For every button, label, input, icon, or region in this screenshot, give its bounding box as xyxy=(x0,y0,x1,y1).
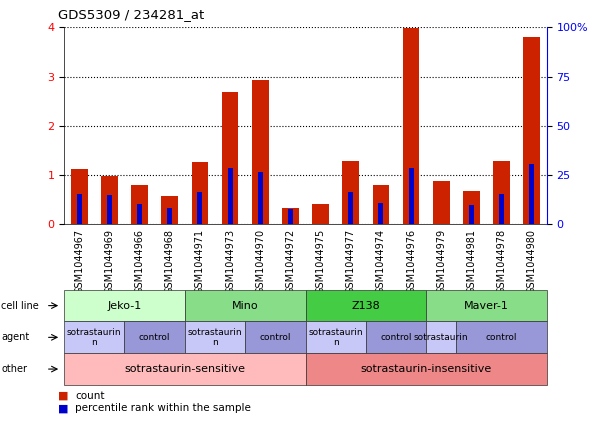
Text: sotrastaurin-sensitive: sotrastaurin-sensitive xyxy=(124,364,246,374)
Bar xyxy=(463,191,480,224)
Text: ■: ■ xyxy=(58,403,68,413)
Bar xyxy=(101,176,118,224)
Bar xyxy=(282,209,299,224)
Bar xyxy=(499,194,504,224)
Bar xyxy=(529,164,534,224)
Text: sotrastaurin-insensitive: sotrastaurin-insensitive xyxy=(360,364,492,374)
Bar xyxy=(348,192,353,224)
Text: Maver-1: Maver-1 xyxy=(464,301,509,310)
Text: other: other xyxy=(1,364,27,374)
Text: Z138: Z138 xyxy=(351,301,380,310)
Bar xyxy=(161,196,178,224)
Bar xyxy=(252,80,269,224)
Text: agent: agent xyxy=(1,332,29,342)
Bar xyxy=(469,205,474,224)
Bar xyxy=(312,203,329,224)
Bar xyxy=(167,209,172,224)
Text: sotrastaurin
n: sotrastaurin n xyxy=(309,328,363,347)
Bar xyxy=(342,161,359,224)
Text: GDS5309 / 234281_at: GDS5309 / 234281_at xyxy=(58,8,204,21)
Bar xyxy=(137,203,142,224)
Text: ■: ■ xyxy=(58,390,68,401)
Bar xyxy=(403,28,419,224)
Bar xyxy=(131,185,148,224)
Bar xyxy=(409,168,414,224)
Text: sotrastaurin: sotrastaurin xyxy=(414,333,469,342)
Text: count: count xyxy=(75,390,104,401)
Text: Mino: Mino xyxy=(232,301,258,310)
Bar xyxy=(222,92,238,224)
Bar xyxy=(373,185,389,224)
Text: Jeko-1: Jeko-1 xyxy=(108,301,142,310)
Bar xyxy=(107,195,112,224)
Text: cell line: cell line xyxy=(1,301,39,310)
Text: control: control xyxy=(139,333,170,342)
Bar xyxy=(227,168,233,224)
Text: percentile rank within the sample: percentile rank within the sample xyxy=(75,403,251,413)
Bar xyxy=(197,192,202,224)
Bar xyxy=(378,203,384,224)
Bar xyxy=(77,194,82,224)
Bar xyxy=(288,209,293,224)
Bar xyxy=(71,169,87,224)
Text: sotrastaurin
n: sotrastaurin n xyxy=(67,328,122,347)
Bar xyxy=(433,181,450,224)
Text: control: control xyxy=(486,333,518,342)
Bar xyxy=(192,162,208,224)
Text: control: control xyxy=(380,333,412,342)
Bar xyxy=(524,37,540,224)
Text: sotrastaurin
n: sotrastaurin n xyxy=(188,328,243,347)
Bar xyxy=(258,172,263,224)
Text: control: control xyxy=(260,333,291,342)
Bar xyxy=(493,161,510,224)
